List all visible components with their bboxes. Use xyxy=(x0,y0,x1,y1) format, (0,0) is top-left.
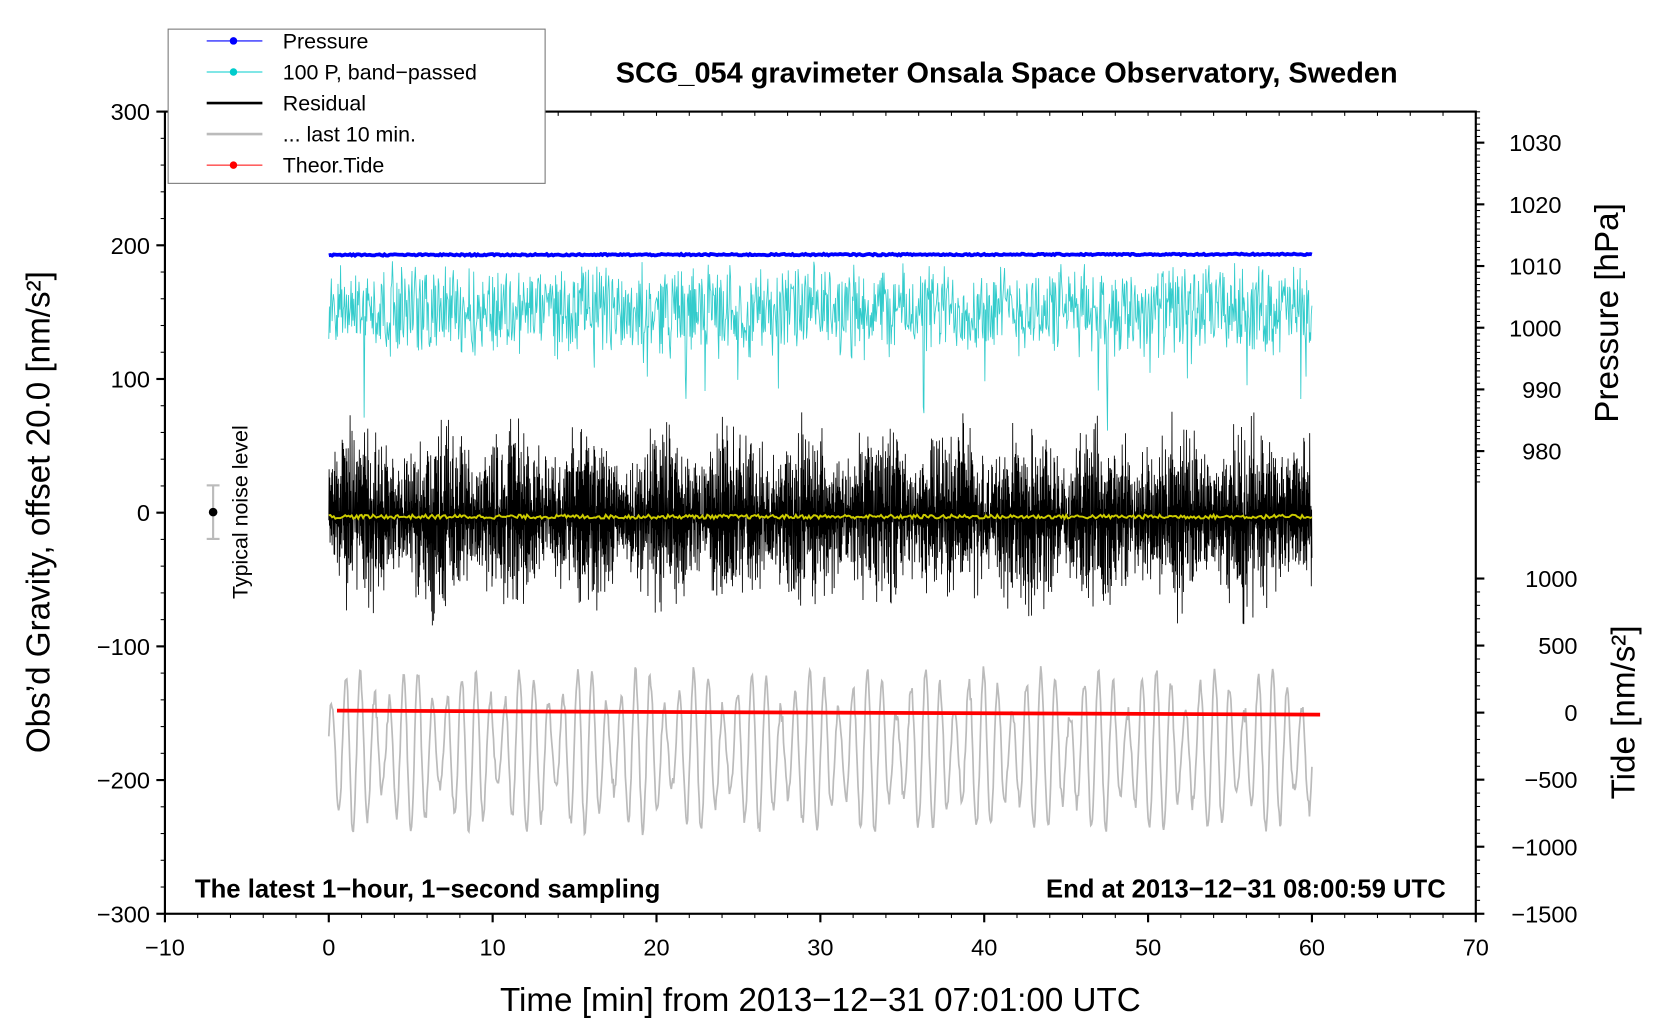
pressure-tick-label: 1020 xyxy=(1509,192,1561,218)
ticks-layer: −10 0 10 20 30 40 50 60 703002001000−100−200−300… xyxy=(97,99,1578,960)
y-tick-label: 100 xyxy=(111,367,150,393)
pressure-tick-label: 990 xyxy=(1522,377,1561,403)
pressure-axis-label: Pressure [hPa] xyxy=(1589,203,1626,423)
annotation-left: The latest 1−hour, 1−second sampling xyxy=(195,876,660,904)
x-tick-label: −10 xyxy=(145,935,185,961)
tide-axis-label: Tide [nm/s²] xyxy=(1605,625,1642,799)
noise-label: Typical noise level xyxy=(228,425,252,599)
tide-tick-label: −500 xyxy=(1524,767,1577,793)
series-pressure xyxy=(328,251,1313,258)
legend-label: ... last 10 min. xyxy=(283,123,416,147)
x-tick-label: 0 xyxy=(322,935,335,961)
x-tick-label: 10 xyxy=(480,935,506,961)
tide-tick-label: −1500 xyxy=(1511,901,1577,927)
pressure-tick-label: 1000 xyxy=(1509,315,1561,341)
chart-title: SCG_054 gravimeter Onsala Space Observat… xyxy=(616,58,1398,90)
series-layer xyxy=(327,251,1321,837)
x-tick-label: 60 xyxy=(1299,935,1325,961)
annotation-right: End at 2013−12−31 08:00:59 UTC xyxy=(1046,876,1446,904)
tide-tick-label: 1000 xyxy=(1525,566,1577,592)
legend-label: Theor.Tide xyxy=(283,154,385,178)
y-tick-label: 200 xyxy=(111,233,150,259)
tide-tick-label: 500 xyxy=(1538,633,1577,659)
tide-tick-label: 0 xyxy=(1564,700,1577,726)
y-axis-label: Obs’d Gravity, offset 20.0 [nm/s²] xyxy=(20,271,57,753)
y-tick-label: −300 xyxy=(97,901,150,927)
series-theoretical-tide xyxy=(336,708,1321,717)
y-tick-label: 300 xyxy=(111,99,150,125)
legend-marker xyxy=(229,37,238,45)
x-tick-label: 30 xyxy=(807,935,833,961)
legend: Pressure 100 P, band−passed Residual ... la… xyxy=(167,28,546,184)
y-tick-label: −100 xyxy=(97,634,150,660)
legend-box xyxy=(167,28,546,184)
legend-marker xyxy=(229,161,238,169)
x-tick-label: 50 xyxy=(1135,935,1161,961)
tide-tick-label: −1000 xyxy=(1511,834,1577,860)
legend-marker xyxy=(229,68,238,76)
pressure-tick-label: 1030 xyxy=(1509,130,1561,156)
series-band-passed-pressure xyxy=(328,261,1313,431)
noise-level-indicator: Typical noise level xyxy=(206,425,252,599)
pressure-tick-label: 1010 xyxy=(1509,254,1561,280)
x-tick-label: 20 xyxy=(643,935,669,961)
x-tick-label: 70 xyxy=(1463,935,1489,961)
y-tick-label: −200 xyxy=(97,768,150,794)
series-residual-smoothed xyxy=(328,512,1313,521)
legend-label: Residual xyxy=(283,92,366,116)
noise-center-dot xyxy=(208,507,218,517)
legend-label: 100 P, band−passed xyxy=(283,60,477,84)
y-tick-label: 0 xyxy=(137,500,150,526)
series-last-10-min xyxy=(327,666,1313,837)
x-tick-label: 40 xyxy=(971,935,997,961)
series-residual xyxy=(328,411,1313,626)
x-axis-label: Time [min] from 2013−12−31 07:01:00 UTC xyxy=(500,982,1141,1019)
legend-label: Pressure xyxy=(283,29,369,53)
pressure-tick-label: 980 xyxy=(1522,439,1561,465)
